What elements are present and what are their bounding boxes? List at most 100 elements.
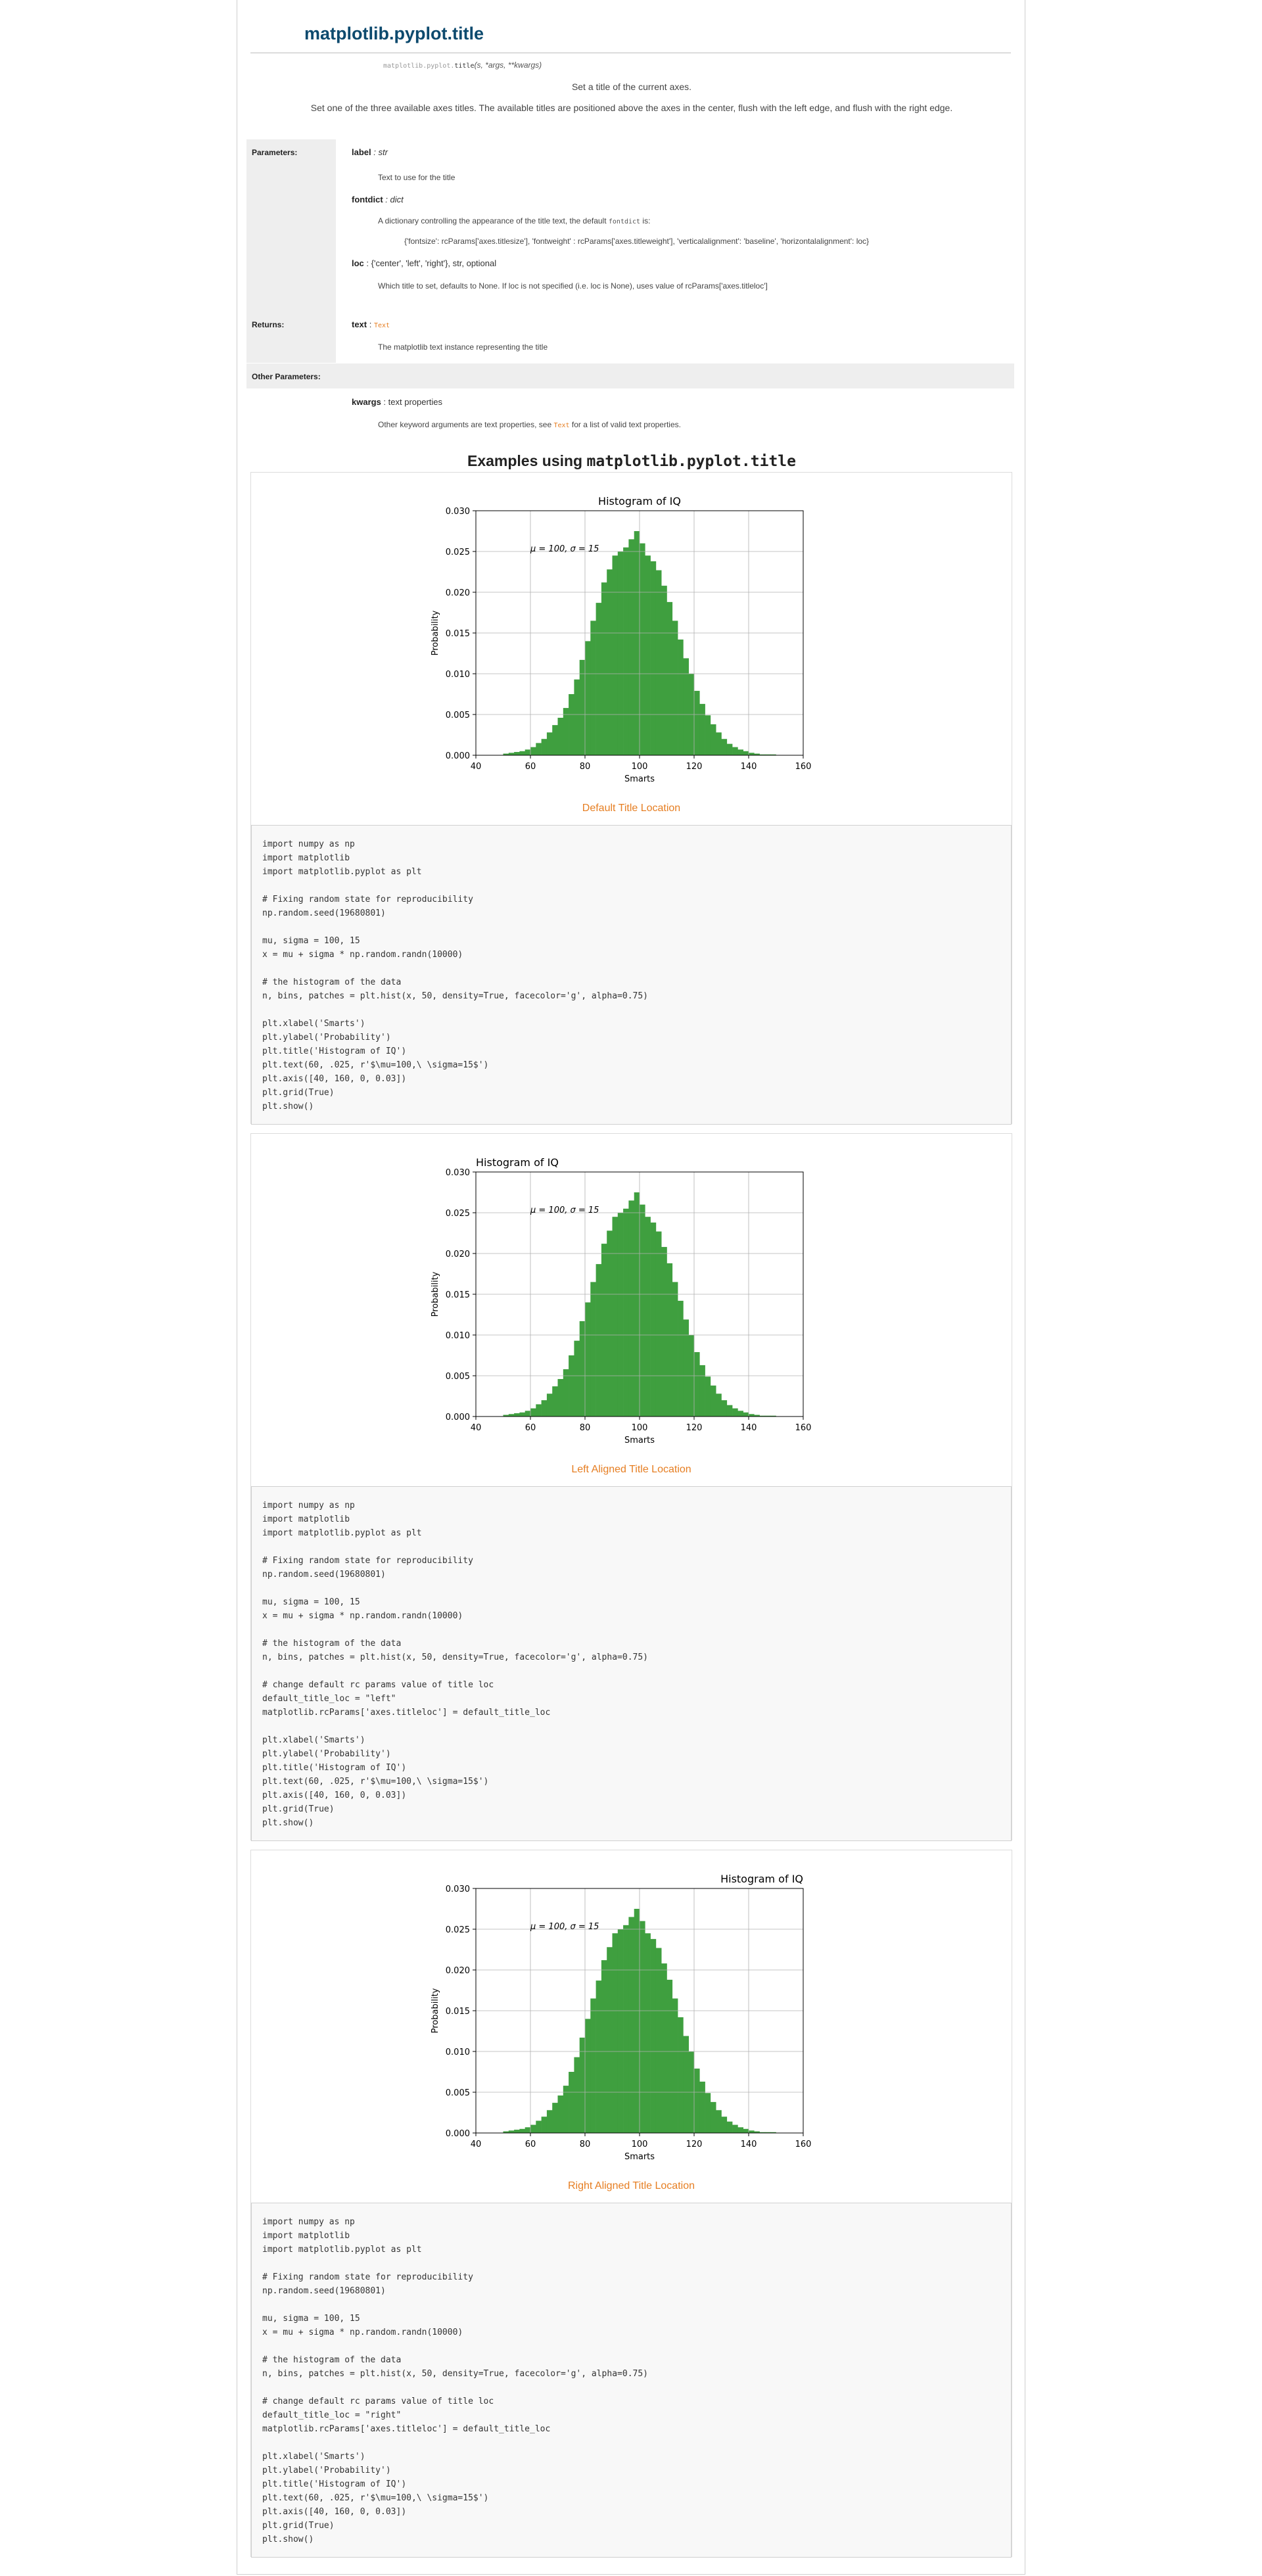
histogram-bar <box>678 639 684 755</box>
histogram-bar <box>726 743 733 755</box>
histogram-bar <box>596 1980 602 2133</box>
histogram-bar <box>655 1231 662 1417</box>
histogram-bar <box>732 1408 738 1417</box>
param-loc-name: loc <box>352 258 364 268</box>
histogram-bar <box>530 747 536 755</box>
histogram-bar <box>666 601 673 755</box>
histogram-bar <box>645 1933 651 2133</box>
chart-annotation: μ = 100, σ = 15 <box>530 1922 599 1932</box>
histogram-bar <box>508 1414 515 1417</box>
histogram-bar <box>552 1386 558 1417</box>
y-tick-label: 0.000 <box>446 2129 470 2139</box>
example-caption-right[interactable]: Right Aligned Title Location <box>567 2180 695 2191</box>
histogram-bar <box>661 1963 667 2133</box>
example-caption-left[interactable]: Left Aligned Title Location <box>571 1464 691 1475</box>
histogram-bar <box>710 724 716 755</box>
histogram-bar <box>530 2124 536 2133</box>
histogram-bar <box>508 753 515 755</box>
x-tick-label: 120 <box>686 762 703 772</box>
return-text: text : Text <box>352 319 390 329</box>
histogram-bar <box>541 739 548 755</box>
y-tick-label: 0.005 <box>446 1372 470 1382</box>
histogram-bar <box>574 2057 580 2133</box>
histogram-bar <box>623 1925 629 2133</box>
code-text-right: import numpy as np import matplotlib imp… <box>262 2217 648 2544</box>
return-text-type-link[interactable]: Text <box>373 322 390 329</box>
x-tick-label: 160 <box>795 762 812 772</box>
y-axis-label: Probability <box>431 1988 440 2033</box>
description-summary: Set a title of the current axes. <box>571 82 692 92</box>
param-label-desc: Text to use for the title <box>378 173 456 182</box>
param-label: label : str <box>352 147 388 157</box>
histogram-bar <box>557 2095 564 2133</box>
histogram-bar <box>503 753 509 755</box>
fontdict-desc-post: is: <box>640 216 651 225</box>
histogram-bar <box>557 1378 564 1417</box>
histogram-bar <box>514 752 520 755</box>
histogram-bar <box>628 1917 634 2133</box>
histogram-bar <box>726 2121 733 2133</box>
field-list: Parameters: Returns: Other Parameters: l… <box>246 139 1014 436</box>
histogram-bar <box>678 1300 684 1417</box>
y-tick-label: 0.000 <box>446 1413 470 1422</box>
histogram-bar <box>754 1415 760 1417</box>
histogram-bar <box>634 531 640 755</box>
histogram-bar <box>672 621 678 755</box>
y-tick-label: 0.010 <box>446 670 470 680</box>
other-parameters-bar <box>246 363 1014 388</box>
param-label-type: : str <box>371 147 388 157</box>
histogram-bar <box>683 1319 689 1417</box>
code-block-right: import numpy as np import matplotlib imp… <box>251 2203 1012 2558</box>
chart-title: Histogram of IQ <box>720 1873 803 1885</box>
histogram-bar <box>546 2110 553 2133</box>
histogram-bar <box>574 1340 580 1417</box>
histogram-bar <box>607 1230 613 1417</box>
x-tick-label: 40 <box>471 1423 482 1433</box>
param-loc-desc: Which title to set, defaults to None. If… <box>378 281 768 291</box>
histogram-bar <box>525 2127 531 2133</box>
examples-heading-code: matplotlib.pyplot.title <box>586 453 797 470</box>
histogram-bar <box>705 2093 711 2133</box>
histogram-bar <box>666 1263 673 1417</box>
chart-annotation: μ = 100, σ = 15 <box>530 1206 599 1215</box>
param-fontdict-name: fontdict <box>352 195 383 204</box>
histogram-bar <box>759 1415 766 1417</box>
histogram-bar <box>634 1192 640 1417</box>
histogram-bar <box>699 1365 705 1417</box>
histogram-bars <box>503 1192 776 1417</box>
x-tick-label: 160 <box>795 1423 812 1433</box>
histogram-bar <box>585 1302 591 1417</box>
code-block-left: import numpy as np import matplotlib imp… <box>251 1486 1012 1841</box>
kwargs-text-link[interactable]: Text <box>553 422 570 429</box>
param-label-name: label <box>352 147 371 157</box>
field-label-column <box>246 139 336 363</box>
histogram-bar <box>721 739 728 755</box>
histogram-bar <box>666 1979 673 2133</box>
histogram-bar <box>590 1282 596 1417</box>
histogram-bar <box>607 569 613 755</box>
histogram-bar <box>557 717 564 755</box>
y-tick-label: 0.015 <box>446 2007 470 2017</box>
histogram-bar <box>721 2117 728 2133</box>
y-tick-label: 0.025 <box>446 1209 470 1219</box>
histogram-bar <box>579 659 586 755</box>
histogram-bar <box>716 1393 722 1417</box>
x-tick-label: 160 <box>795 2140 812 2149</box>
histogram-bar <box>579 1321 586 1417</box>
example-caption-default[interactable]: Default Title Location <box>582 803 681 814</box>
histogram-bar <box>640 1204 645 1417</box>
histogram-bar <box>585 641 591 755</box>
fontdict-desc-pre: A dictionary controlling the appearance … <box>378 216 609 225</box>
histogram-bar <box>650 1938 657 2133</box>
histogram-bar <box>563 708 569 755</box>
histogram-chart-right: 40 60 80 100 120 140 160 0.000 0.005 0.010 0.015 0.… <box>431 1873 812 2162</box>
doc-page: matplotlib.pyplot.title matplotlib.pyplo… <box>237 0 1025 2575</box>
histogram-bar <box>672 1282 678 1417</box>
example-card-right: 40 60 80 100 120 140 160 0.000 0.005 0.010 0.015 0.… <box>250 1850 1012 2558</box>
histogram-bar <box>645 555 651 755</box>
param-loc: loc : {'center', 'left', 'right'}, str, … <box>352 258 496 268</box>
histogram-bar <box>503 2131 509 2133</box>
histogram-bar <box>617 551 624 755</box>
param-fontdict-desc: A dictionary controlling the appearance … <box>378 216 650 225</box>
histogram-bar <box>530 1408 536 1417</box>
